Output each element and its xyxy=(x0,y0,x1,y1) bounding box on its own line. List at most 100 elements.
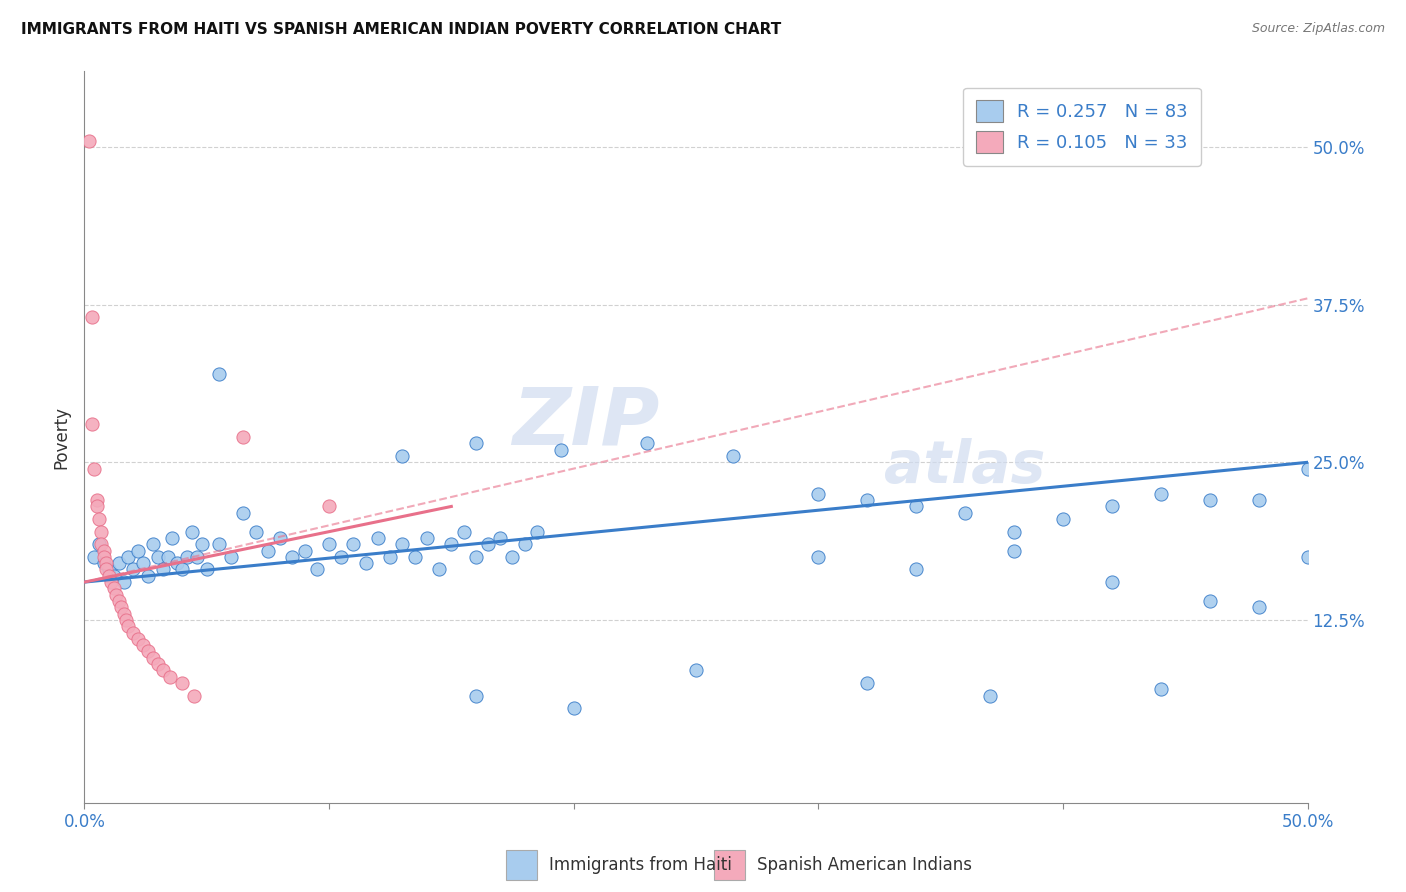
Point xyxy=(1150,487,1173,501)
Point xyxy=(87,537,110,551)
Point xyxy=(464,549,486,564)
Point xyxy=(136,644,159,658)
Point xyxy=(380,549,402,564)
Point xyxy=(562,701,585,715)
Point xyxy=(80,417,103,432)
Point xyxy=(477,537,499,551)
Point xyxy=(77,134,100,148)
Point xyxy=(127,632,149,646)
Point xyxy=(107,556,129,570)
Point xyxy=(112,607,135,621)
Point xyxy=(183,689,205,703)
Point xyxy=(1150,682,1173,697)
Point xyxy=(807,487,830,501)
Point xyxy=(90,537,112,551)
Point xyxy=(93,556,115,570)
Point xyxy=(117,619,139,633)
Point xyxy=(159,670,181,684)
Point xyxy=(166,556,188,570)
Point xyxy=(100,575,122,590)
Point xyxy=(342,537,364,551)
Point xyxy=(97,569,120,583)
Point xyxy=(208,367,231,381)
Point xyxy=(1247,493,1270,508)
Point xyxy=(208,537,231,551)
Point xyxy=(172,562,194,576)
Point xyxy=(146,657,169,671)
Point xyxy=(107,594,129,608)
Point xyxy=(86,500,108,514)
Point xyxy=(685,664,707,678)
Point xyxy=(464,689,486,703)
Y-axis label: Poverty: Poverty xyxy=(52,406,70,468)
Point xyxy=(105,588,128,602)
Text: Source: ZipAtlas.com: Source: ZipAtlas.com xyxy=(1251,22,1385,36)
Point xyxy=(86,493,108,508)
Point xyxy=(489,531,512,545)
Point xyxy=(636,436,658,450)
Point xyxy=(110,600,132,615)
Point xyxy=(416,531,439,545)
Text: atlas: atlas xyxy=(884,438,1046,495)
Point xyxy=(404,549,426,564)
Point xyxy=(152,664,174,678)
Point xyxy=(232,506,254,520)
Point xyxy=(1198,594,1220,608)
FancyBboxPatch shape xyxy=(714,850,745,880)
Point xyxy=(191,537,214,551)
Point xyxy=(83,549,105,564)
Point xyxy=(146,549,169,564)
Point xyxy=(856,493,879,508)
Point xyxy=(162,531,184,545)
Point xyxy=(330,549,353,564)
Point xyxy=(96,562,118,576)
Point xyxy=(80,310,103,325)
Point xyxy=(979,689,1001,703)
Text: Immigrants from Haiti: Immigrants from Haiti xyxy=(550,856,733,874)
Point xyxy=(391,449,413,463)
Point xyxy=(294,543,316,558)
Point xyxy=(427,562,450,576)
Point xyxy=(502,549,524,564)
Point xyxy=(453,524,475,539)
Point xyxy=(513,537,536,551)
Point xyxy=(1002,524,1025,539)
Point xyxy=(172,676,194,690)
Text: ZIP: ZIP xyxy=(512,384,659,461)
Point xyxy=(181,524,204,539)
Point xyxy=(176,549,198,564)
Point xyxy=(142,537,165,551)
Point xyxy=(195,562,218,576)
Point xyxy=(1101,575,1123,590)
Point xyxy=(115,613,138,627)
Point xyxy=(305,562,328,576)
Point xyxy=(232,430,254,444)
Point xyxy=(354,556,377,570)
Point xyxy=(1101,500,1123,514)
Point xyxy=(318,537,340,551)
Point xyxy=(122,625,145,640)
Point xyxy=(103,582,125,596)
Point xyxy=(856,676,879,690)
Text: IMMIGRANTS FROM HAITI VS SPANISH AMERICAN INDIAN POVERTY CORRELATION CHART: IMMIGRANTS FROM HAITI VS SPANISH AMERICA… xyxy=(21,22,782,37)
Point xyxy=(245,524,267,539)
Point xyxy=(132,638,155,652)
Point xyxy=(526,524,548,539)
Point xyxy=(93,549,115,564)
Point xyxy=(281,549,304,564)
Point xyxy=(367,531,389,545)
Point xyxy=(83,461,105,475)
Text: Spanish American Indians: Spanish American Indians xyxy=(758,856,972,874)
Point xyxy=(1247,600,1270,615)
Legend: R = 0.257   N = 83, R = 0.105   N = 33: R = 0.257 N = 83, R = 0.105 N = 33 xyxy=(963,87,1201,166)
Point xyxy=(103,569,125,583)
Point xyxy=(1296,549,1319,564)
Point xyxy=(464,436,486,450)
Point xyxy=(1296,461,1319,475)
Point xyxy=(87,512,110,526)
Point xyxy=(391,537,413,551)
Point xyxy=(136,569,159,583)
Point xyxy=(269,531,291,545)
Point xyxy=(156,549,179,564)
Point xyxy=(132,556,155,570)
